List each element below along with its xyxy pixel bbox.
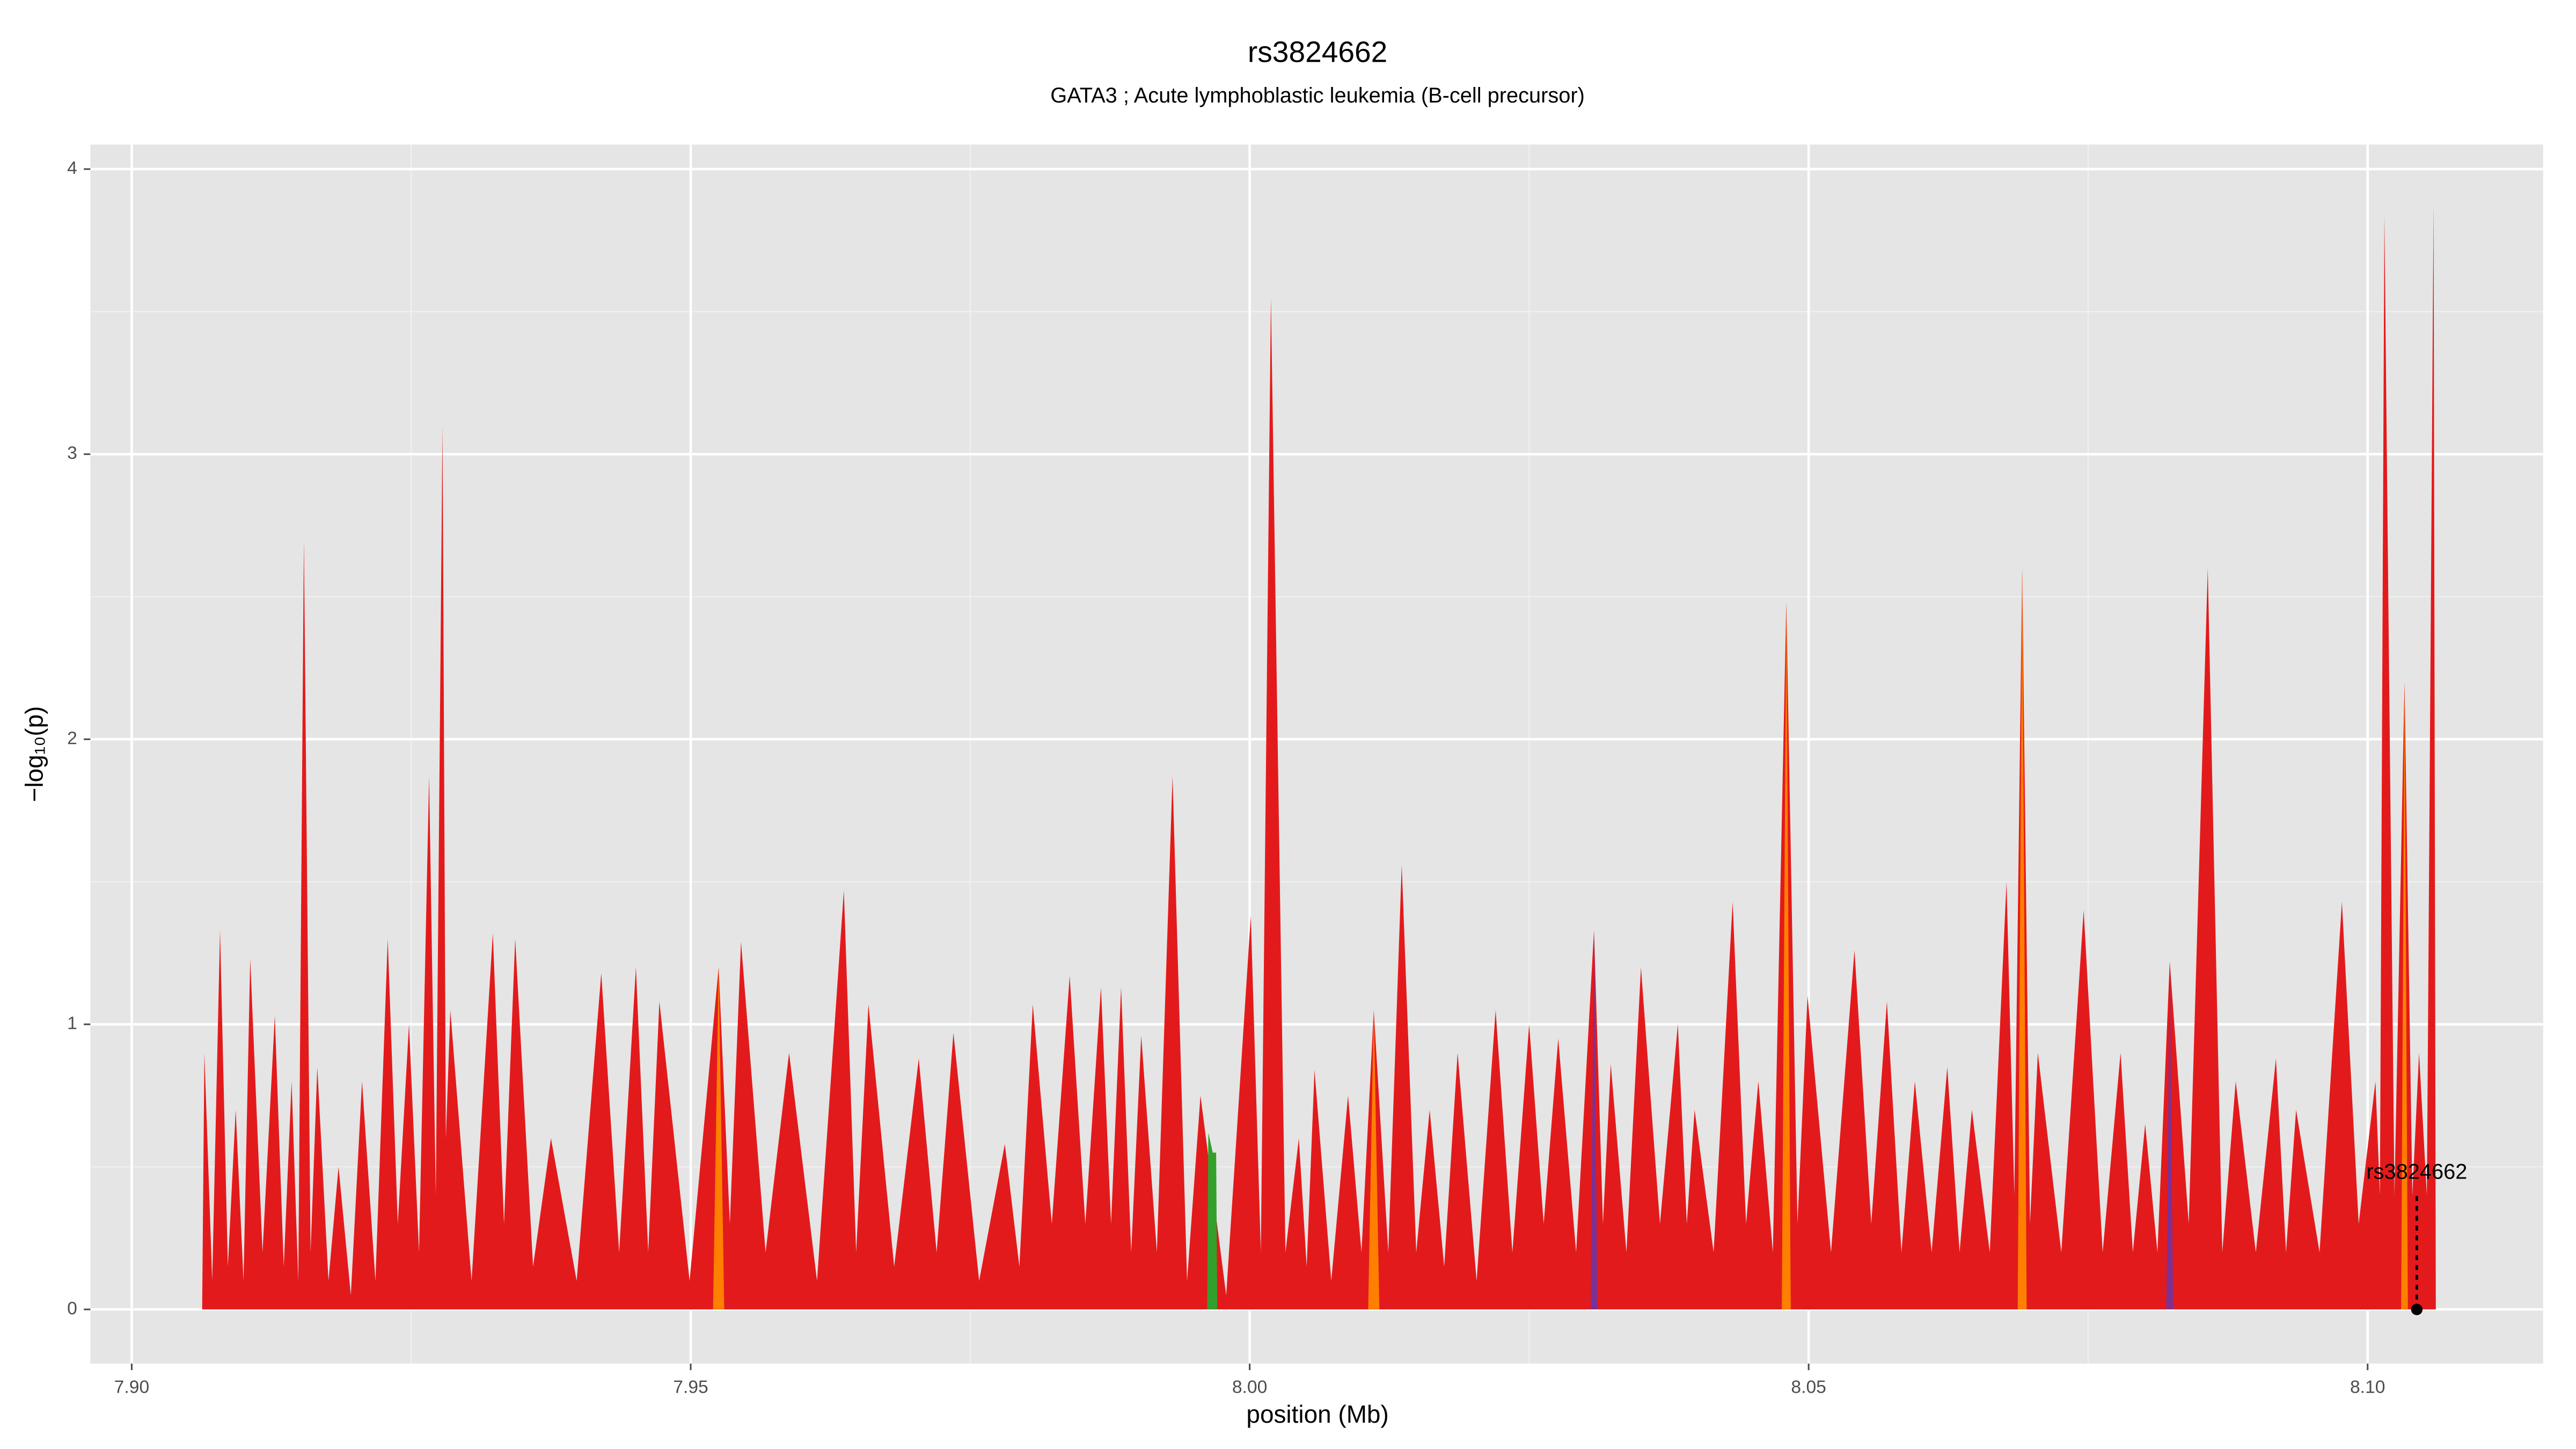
area — [1207, 1132, 1218, 1309]
marks: rs3824662 — [202, 203, 2467, 1315]
annotation-label: rs3824662 — [2366, 1160, 2467, 1183]
chart-title: rs3824662 — [1248, 35, 1387, 69]
x-tick-label: 8.10 — [2350, 1378, 2385, 1397]
x-tick-label: 7.95 — [673, 1378, 708, 1397]
y-tick-label: 0 — [67, 1299, 77, 1319]
x-tick-label: 8.00 — [1232, 1378, 1268, 1397]
y-tick-label: 1 — [67, 1014, 77, 1034]
annotation-point — [2411, 1304, 2423, 1315]
y-tick-label: 4 — [67, 158, 77, 178]
y-tick-label: 2 — [67, 728, 77, 748]
y-axis-label: −log₁₀(p) — [20, 706, 48, 802]
chart-subtitle: GATA3 ; Acute lymphoblastic leukemia (B-… — [1050, 84, 1585, 107]
area — [202, 203, 2436, 1309]
x-tick-label: 8.05 — [1791, 1378, 1826, 1397]
x-axis-label: position (Mb) — [1246, 1400, 1388, 1428]
y-tick-label: 3 — [67, 443, 77, 463]
x-tick-label: 7.90 — [114, 1378, 150, 1397]
